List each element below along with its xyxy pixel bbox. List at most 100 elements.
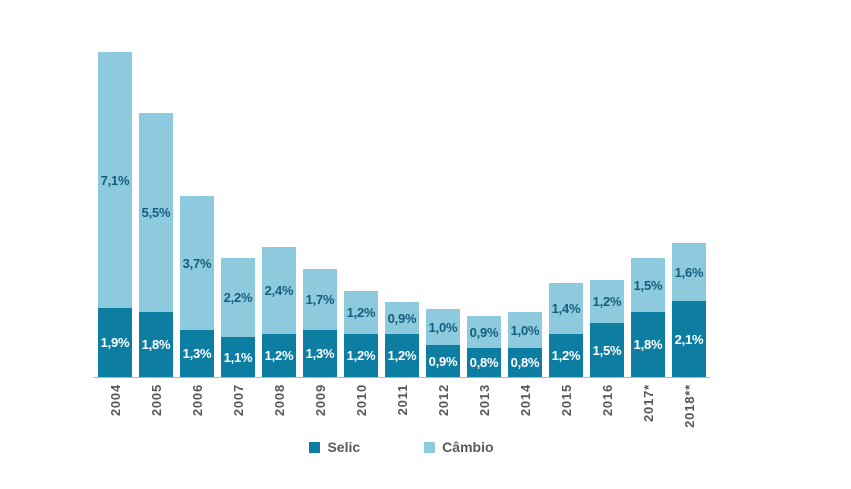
bar-segment-cambio-2012: 1,0% (426, 309, 460, 345)
value-label: 1,2% (346, 348, 376, 363)
x-tick-label: 2014 (517, 384, 533, 417)
bar-segment-selic-2009: 1,3% (303, 330, 337, 377)
selic-swatch-icon (309, 441, 321, 453)
bar-segment-selic-2018: 2,1% (672, 301, 706, 377)
bar-segment-selic-2004: 1,9% (98, 308, 132, 377)
bar-segment-cambio-2015: 1,4% (549, 283, 583, 334)
bar-segment-cambio-2010: 1,2% (344, 291, 378, 334)
x-tick-label-wrap: 2009 (303, 384, 337, 416)
value-label: 1,7% (305, 292, 335, 307)
legend-item-selic: Selic (309, 440, 360, 454)
bar-segment-cambio-2014: 1,0% (508, 312, 542, 348)
value-label: 2,4% (264, 283, 294, 298)
value-label: 3,7% (182, 255, 212, 271)
x-tick-label: 2011 (394, 384, 410, 416)
value-label: 1,4% (551, 301, 581, 316)
bar-segment-cambio-2009: 1,7% (303, 269, 337, 330)
value-label: 2,2% (223, 290, 253, 305)
value-label: 0,8% (469, 355, 499, 370)
x-tick-label-wrap: 2004 (98, 384, 132, 416)
bar-segment-cambio-2005: 5,5% (139, 113, 173, 312)
x-tick-label-wrap: 2017* (631, 384, 665, 422)
x-tick-label: 2012 (435, 384, 451, 417)
value-label: 1,8% (141, 337, 171, 352)
legend-label-cambio: Câmbio (442, 439, 494, 455)
legend: Selic Câmbio (93, 440, 710, 454)
bar-segment-selic-2012: 0,9% (426, 345, 460, 377)
bar-segment-cambio-2011: 0,9% (385, 302, 419, 334)
value-label: 1,2% (346, 305, 376, 320)
value-label: 2,1% (674, 331, 704, 347)
bar-segment-cambio-2017: 1,5% (631, 258, 665, 312)
bar-segment-cambio-2006: 3,7% (180, 196, 214, 330)
value-label: 1,2% (551, 348, 581, 363)
x-tick-label-wrap: 2012 (426, 384, 460, 416)
x-tick-label: 2004 (107, 384, 123, 417)
bar-segment-cambio-2007: 2,2% (221, 258, 255, 337)
value-label: 1,5% (633, 277, 663, 293)
bar-segment-selic-2006: 1,3% (180, 330, 214, 377)
x-tick-label-wrap: 2018** (672, 384, 706, 428)
x-tick-label: 2010 (353, 384, 369, 417)
bar-segment-selic-2017: 1,8% (631, 312, 665, 377)
x-tick-label-wrap: 2014 (508, 384, 542, 416)
legend-label-selic: Selic (327, 439, 361, 455)
bar-segment-selic-2011: 1,2% (385, 334, 419, 377)
x-axis-line (93, 377, 710, 378)
bar-segment-cambio-2016: 1,2% (590, 280, 624, 323)
bar-segment-cambio-2004: 7,1% (98, 52, 132, 308)
bar-segment-selic-2005: 1,8% (139, 312, 173, 377)
x-tick-label: 2016 (599, 384, 615, 417)
x-tick-label-wrap: 2007 (221, 384, 255, 416)
value-label: 5,5% (141, 205, 171, 220)
value-label: 1,6% (674, 264, 704, 280)
x-tick-label-wrap: 2005 (139, 384, 173, 416)
value-label: 1,0% (428, 319, 458, 335)
bar-segment-selic-2015: 1,2% (549, 334, 583, 377)
value-label: 0,9% (428, 353, 458, 369)
x-tick-label: 2007 (230, 384, 246, 417)
x-tick-label: 2008 (271, 384, 287, 417)
x-tick-label-wrap: 2016 (590, 384, 624, 416)
x-tick-label-wrap: 2006 (180, 384, 214, 416)
value-label: 1,9% (100, 335, 130, 350)
x-tick-label-wrap: 2013 (467, 384, 501, 416)
value-label: 1,8% (633, 337, 663, 352)
x-tick-label-wrap: 2008 (262, 384, 296, 416)
x-tick-label: 2013 (476, 384, 492, 417)
value-label: 7,1% (100, 172, 130, 188)
value-label: 1,3% (182, 346, 212, 361)
bar-segment-selic-2016: 1,5% (590, 323, 624, 377)
x-tick-label: 2017* (640, 384, 656, 422)
x-tick-label-wrap: 2015 (549, 384, 583, 416)
x-tick-label: 2006 (189, 384, 205, 417)
bar-segment-selic-2014: 0,8% (508, 348, 542, 377)
value-label: 1,1% (223, 349, 253, 365)
bar-segment-selic-2013: 0,8% (467, 348, 501, 377)
value-label: 0,9% (387, 310, 417, 326)
value-label: 1,2% (387, 348, 417, 363)
value-label: 1,3% (305, 346, 335, 361)
bar-segment-cambio-2008: 2,4% (262, 247, 296, 334)
value-label: 1,5% (592, 342, 622, 358)
value-label: 1,0% (510, 322, 540, 338)
x-tick-label-wrap: 2010 (344, 384, 378, 416)
value-label: 0,8% (510, 355, 540, 370)
cambio-swatch-icon (424, 441, 436, 453)
bar-segment-cambio-2018: 1,6% (672, 243, 706, 301)
x-tick-label: 2009 (312, 384, 328, 417)
x-tick-label: 2015 (558, 384, 574, 417)
legend-item-cambio: Câmbio (424, 439, 494, 455)
x-tick-label: 2005 (148, 384, 164, 417)
x-tick-label: 2018** (681, 384, 697, 428)
value-label: 0,9% (469, 324, 499, 340)
value-label: 1,2% (592, 294, 622, 309)
bar-segment-selic-2008: 1,2% (262, 334, 296, 377)
bar-segment-selic-2010: 1,2% (344, 334, 378, 377)
bar-segment-cambio-2013: 0,9% (467, 316, 501, 348)
bar-segment-selic-2007: 1,1% (221, 337, 255, 377)
x-tick-label-wrap: 2011 (385, 384, 419, 415)
value-label: 1,2% (264, 348, 294, 363)
